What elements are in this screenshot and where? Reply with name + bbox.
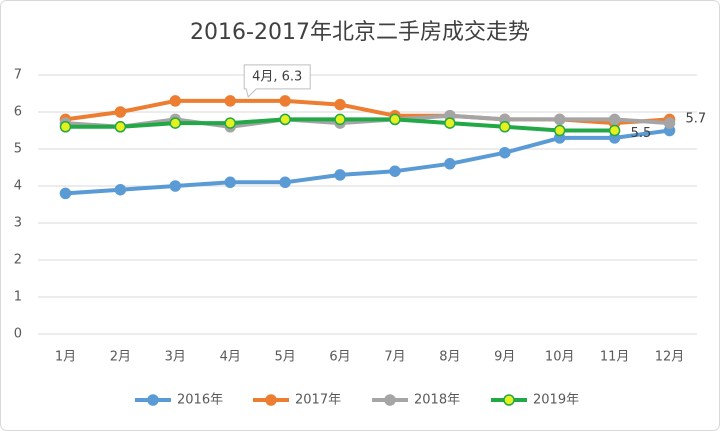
x-tick-label: 1月 [55,350,76,365]
x-tick-label: 3月 [165,350,186,365]
legend-marker [265,394,277,406]
data-point [279,176,291,189]
x-tick-label: 9月 [494,350,515,365]
y-tick-label: 6 [14,105,22,120]
data-point [444,117,456,129]
series-line [65,128,670,196]
data-point [389,165,401,177]
x-tick-label: 6月 [329,350,350,365]
legend-marker [503,394,515,406]
legend-marker [147,394,159,406]
y-tick-label: 3 [14,216,22,231]
data-point [553,113,566,126]
data-point [59,187,72,200]
legend-label: 2019年 [533,393,579,408]
x-tick-label: 8月 [439,350,460,365]
x-tick-label: 7月 [384,350,405,365]
data-point [334,113,346,126]
data-point [279,113,291,126]
x-tick-label: 11月 [600,350,630,365]
data-label: 5.5 [631,126,652,141]
data-point [224,176,236,189]
data-point [279,95,291,107]
data-point [334,98,346,111]
y-tick-label: 5 [14,142,22,157]
data-label: 5.7 [686,112,707,127]
data-point [499,121,511,133]
y-tick-label: 0 [14,327,22,342]
data-point [608,124,621,137]
data-point [389,113,401,126]
x-tick-label: 5月 [274,350,295,365]
data-point [59,121,72,133]
data-point [169,95,182,107]
data-point [169,180,182,192]
callout-box [243,64,311,98]
data-point [224,95,236,107]
legend-label: 2016年 [177,393,223,408]
x-tick-label: 10月 [545,350,575,365]
data-point [114,183,127,196]
data-point [114,106,127,118]
y-tick-label: 4 [14,179,22,194]
data-point [553,124,566,137]
data-label: 4月, 6.3 [252,69,302,84]
data-point [114,121,127,133]
x-tick-label: 4月 [220,350,241,365]
y-tick-label: 7 [14,68,22,83]
legend-marker [384,394,396,406]
data-point [334,169,346,181]
data-point [663,117,676,129]
x-tick-label: 12月 [655,350,685,365]
y-tick-label: 2 [14,253,22,268]
x-tick-label: 2月 [110,350,131,365]
legend-label: 2018年 [414,393,460,408]
legend-label: 2017年 [295,393,341,408]
data-point [224,117,236,129]
data-point [499,146,511,159]
data-point [169,117,182,129]
chart-title: 2016-2017年北京二手房成交走势 [190,20,530,45]
data-point [444,158,456,170]
data-point [608,113,621,126]
y-tick-label: 1 [14,290,22,305]
